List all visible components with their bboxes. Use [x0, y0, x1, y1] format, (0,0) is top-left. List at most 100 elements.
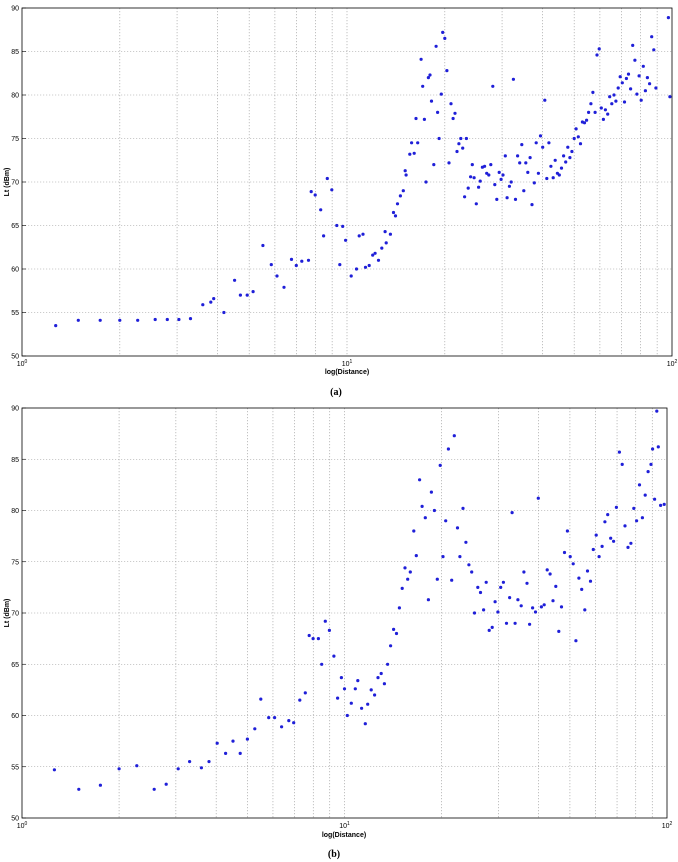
data-point	[574, 127, 578, 131]
data-point	[549, 164, 553, 168]
data-point	[461, 506, 465, 510]
data-point	[176, 767, 180, 771]
data-point	[616, 86, 620, 90]
data-point	[424, 180, 428, 184]
data-point	[327, 628, 331, 633]
data-point	[212, 297, 216, 301]
data-point	[280, 725, 284, 729]
data-point	[434, 44, 438, 48]
data-point	[363, 265, 368, 269]
data-point	[289, 257, 294, 261]
data-point	[666, 16, 671, 20]
data-point	[595, 53, 599, 57]
data-point	[478, 590, 483, 595]
data-point	[635, 92, 639, 96]
data-point	[649, 462, 653, 466]
data-point	[177, 317, 181, 322]
data-point	[640, 516, 645, 520]
data-point	[412, 529, 416, 533]
data-point	[583, 608, 587, 612]
data-point	[646, 470, 650, 474]
data-point	[423, 516, 427, 520]
data-point	[165, 317, 169, 322]
data-point	[532, 181, 536, 185]
data-point	[574, 639, 578, 643]
data-point	[622, 100, 627, 104]
data-point	[533, 610, 538, 614]
data-point	[394, 631, 399, 636]
data-point	[245, 293, 249, 297]
data-point	[593, 110, 597, 114]
data-point	[612, 539, 616, 543]
data-point	[487, 628, 491, 633]
data-point	[354, 267, 359, 271]
data-point	[309, 190, 313, 194]
data-point	[418, 478, 422, 482]
data-point	[397, 606, 401, 610]
data-point	[199, 766, 203, 770]
y-tick-label: 60	[11, 713, 19, 720]
data-point	[516, 598, 520, 602]
y-tick-label: 65	[11, 662, 19, 669]
data-point	[356, 679, 360, 683]
x-tick-label: 102	[662, 821, 673, 830]
data-point	[617, 450, 622, 454]
data-point	[566, 145, 570, 149]
data-point	[303, 691, 307, 695]
data-point	[585, 118, 589, 122]
data-point	[307, 633, 311, 638]
data-point	[76, 318, 80, 322]
data-point	[469, 175, 473, 179]
data-point	[606, 112, 610, 116]
data-point	[152, 787, 156, 791]
data-point	[339, 676, 343, 680]
data-point	[373, 693, 377, 697]
data-point	[451, 116, 455, 121]
y-tick-label: 50	[11, 354, 19, 361]
data-point	[404, 173, 408, 177]
data-point	[662, 502, 666, 506]
data-point	[543, 98, 547, 102]
data-point	[484, 580, 488, 584]
data-point	[599, 106, 603, 110]
data-point	[626, 72, 631, 76]
data-point	[332, 654, 336, 658]
data-point	[499, 177, 503, 181]
y-axis-label: Lt (dBm)	[4, 599, 11, 628]
data-point	[656, 445, 660, 449]
y-tick-label: 85	[11, 49, 19, 56]
data-point	[338, 263, 342, 267]
data-point	[341, 224, 345, 228]
data-point	[316, 637, 320, 641]
data-point	[412, 151, 416, 155]
data-point	[376, 258, 381, 262]
data-point	[238, 293, 242, 297]
x-tick-label: 101	[339, 821, 350, 830]
data-point	[466, 186, 470, 190]
data-point	[222, 310, 226, 315]
scatter-points	[54, 16, 672, 328]
data-point	[386, 662, 390, 666]
y-tick-label: 90	[11, 406, 19, 413]
data-point	[542, 603, 546, 607]
data-point	[52, 768, 57, 772]
data-point	[632, 506, 636, 510]
data-point	[635, 519, 639, 523]
data-point	[651, 447, 655, 451]
data-point	[597, 47, 601, 51]
data-point	[400, 586, 404, 591]
data-point	[336, 696, 340, 700]
data-point	[620, 81, 624, 85]
x-axis-ticks: 100 101 102	[17, 821, 673, 830]
data-point	[490, 625, 494, 630]
data-point	[501, 580, 505, 584]
data-point	[624, 76, 629, 81]
data-point	[655, 409, 659, 413]
data-point	[251, 290, 255, 294]
data-point	[545, 568, 549, 572]
data-point	[395, 202, 400, 206]
x-tick-label: 100	[17, 821, 28, 830]
y-tick-label: 90	[11, 6, 19, 13]
data-point	[528, 156, 532, 160]
